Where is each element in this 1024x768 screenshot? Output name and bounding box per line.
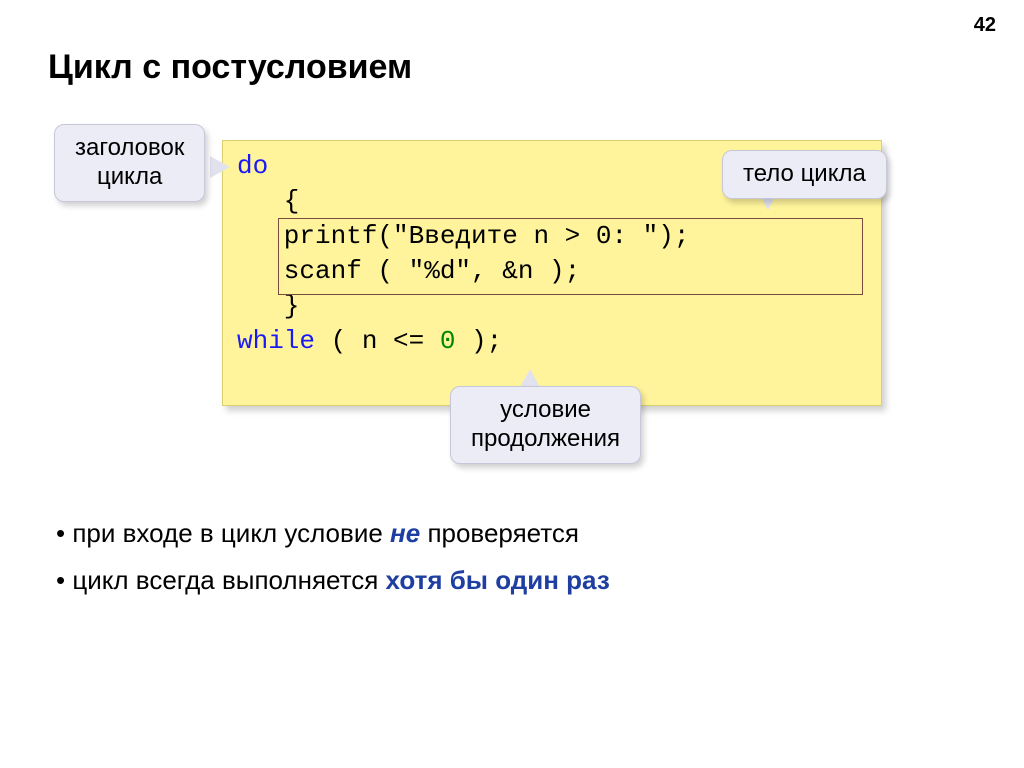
code-brace-open: { [237, 186, 299, 216]
keyword-while: while [237, 326, 315, 356]
bullet-1-text-a: при входе в цикл условие [72, 518, 390, 548]
code-brace-close: } [237, 291, 299, 321]
bullet-2: цикл всегда выполняется хотя бы один раз [56, 557, 610, 604]
bullet-2-text-a: цикл всегда выполняется [72, 565, 385, 595]
bullet-list: при входе в цикл условие не проверяется … [56, 510, 610, 604]
bullet-2-emphasis: хотя бы один раз [386, 565, 610, 595]
bullet-1-text-c: проверяется [427, 518, 579, 548]
code-scanf: scanf ( "%d", &n ); [237, 256, 580, 286]
code-zero: 0 [440, 326, 456, 356]
code-while-end: ); [455, 326, 502, 356]
callout-loop-header: заголовокцикла [54, 124, 205, 202]
code-printf: printf("Введите n > 0: "); [237, 221, 689, 251]
bullet-1-emphasis: не [390, 518, 427, 548]
callout-header-pointer [210, 156, 230, 178]
callout-condition: условиепродолжения [450, 386, 641, 464]
slide-title: Цикл с постусловием [48, 48, 412, 87]
callout-condition-pointer [520, 369, 540, 387]
page-number: 42 [974, 14, 996, 37]
code-while-mid: ( n <= [315, 326, 440, 356]
keyword-do: do [237, 151, 268, 181]
callout-loop-body: тело цикла [722, 150, 887, 199]
bullet-1: при входе в цикл условие не проверяется [56, 510, 610, 557]
